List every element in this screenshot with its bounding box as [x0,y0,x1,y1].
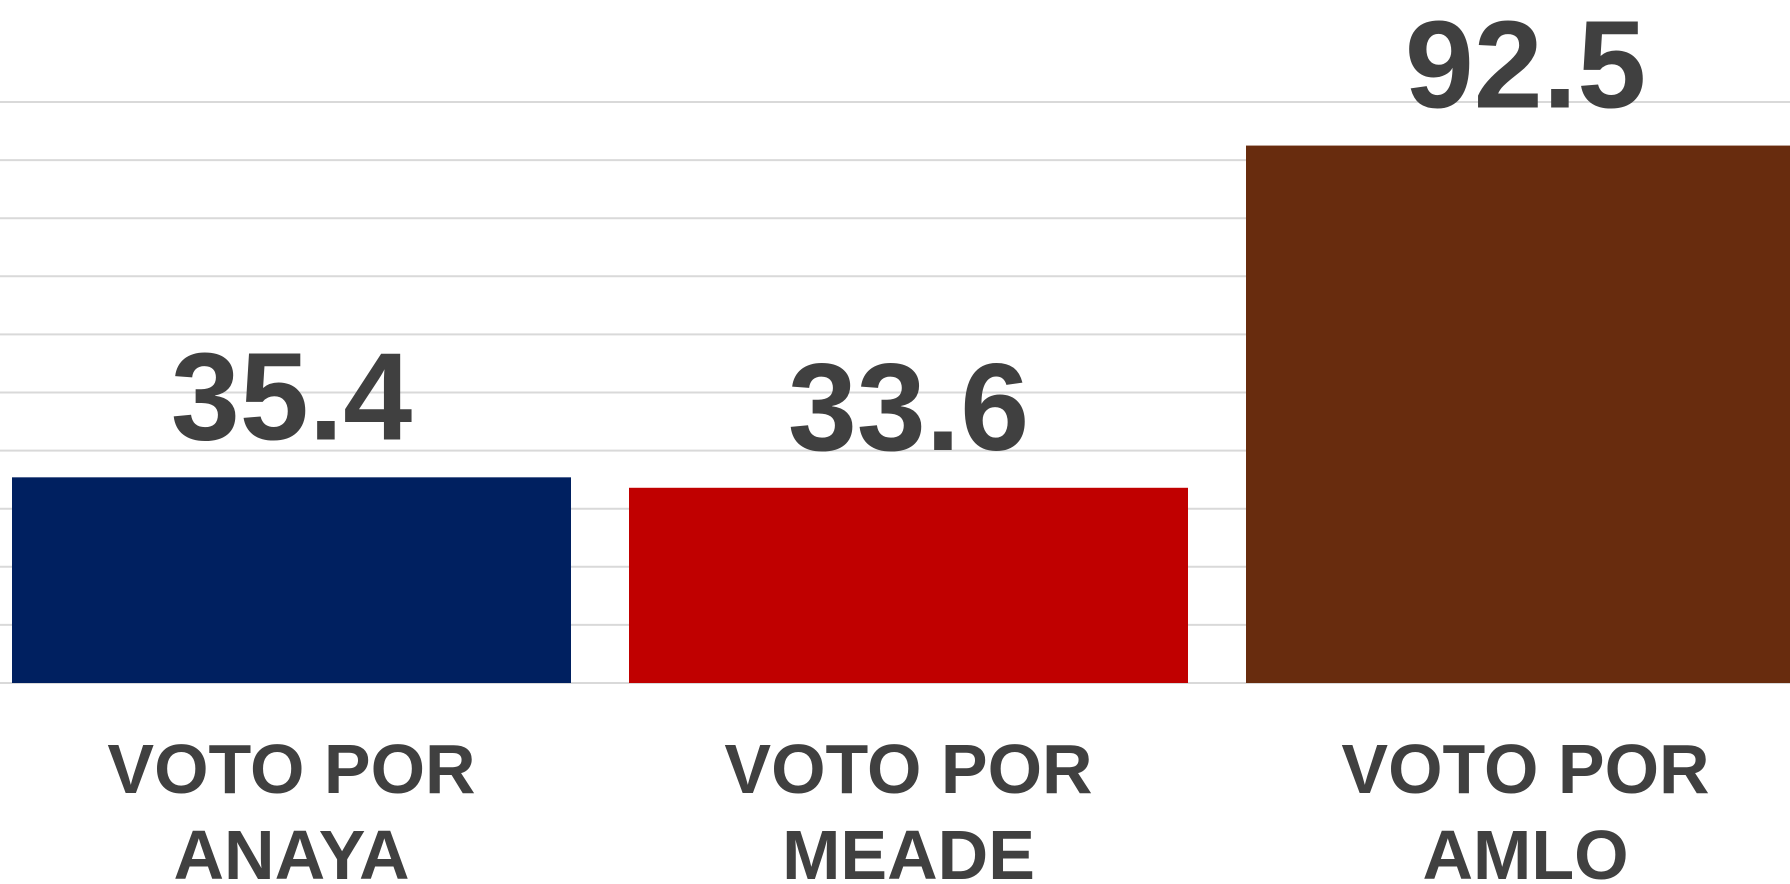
bar [629,487,1188,683]
bar [1246,145,1790,683]
x-tick-label: VOTO POR AMLO [1341,730,1710,884]
x-tick-label: VOTO POR MEADE [724,730,1093,884]
x-tick-label: VOTO POR ANAYA [107,730,476,884]
value-label: 33.6 [788,339,1029,477]
value-label: 92.5 [1405,0,1646,135]
bar [12,477,571,683]
value-label: 35.4 [171,328,412,466]
